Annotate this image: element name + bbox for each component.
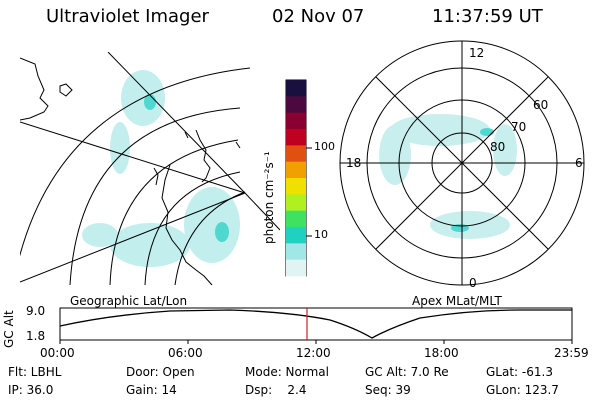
- colorbar-cell: [286, 178, 306, 195]
- colorbar-cell: [286, 129, 306, 146]
- colorbar: [285, 79, 312, 277]
- geo-aurora-bright: [144, 94, 229, 242]
- altitude-xtick-0: 00:00: [40, 346, 75, 360]
- date-label: 02 Nov 07: [272, 6, 365, 27]
- colorbar-cell: [286, 194, 306, 212]
- mlt-label-0: 0: [469, 276, 477, 290]
- colorbar-unit-label: photon cm⁻²s⁻¹: [262, 151, 276, 244]
- info-filter: Flt: LBHL: [8, 365, 62, 379]
- info-gain: Gain: 14: [126, 383, 177, 397]
- info-glon: GLon: 123.7: [486, 383, 559, 397]
- colorbar-cell: [286, 145, 306, 163]
- mlt-label-6: 6: [575, 156, 583, 170]
- info-dsp: Dsp: 2.4: [245, 383, 307, 397]
- geo-meridians: [20, 52, 280, 283]
- mlt-label-12: 12: [469, 46, 485, 60]
- colorbar-tick-10: 10: [314, 228, 328, 241]
- geo-coastlines: [20, 57, 241, 286]
- geo-map-caption: Geographic Lat/Lon: [70, 294, 188, 308]
- geo-map-content: [20, 52, 280, 286]
- time-label: 11:37:59 UT: [432, 6, 543, 27]
- altitude-xtick-3: 18:00: [424, 346, 459, 360]
- colorbar-cell: [286, 227, 306, 244]
- altitude-plot: [59, 307, 573, 344]
- colorbar-cell: [286, 96, 306, 114]
- altitude-xtick-1: 06:00: [168, 346, 203, 360]
- colorbar-cell: [286, 243, 306, 261]
- colorbar-cell: [286, 259, 306, 277]
- info-door: Door: Open: [126, 365, 195, 379]
- instrument-title: Ultraviolet Imager: [46, 6, 209, 27]
- altitude-curve: [59, 309, 572, 339]
- info-mode: Mode: Normal: [245, 365, 329, 379]
- colorbar-cell: [286, 210, 306, 228]
- polar-map-caption: Apex MLat/MLT: [412, 294, 502, 308]
- polar-diagonal-2: [375, 76, 549, 250]
- info-seq: Seq: 39: [365, 383, 411, 397]
- altitude-ymin: 1.8: [26, 329, 46, 343]
- altitude-xtick-2: 12:00: [296, 346, 331, 360]
- altitude-ymax: 9.0: [26, 304, 46, 318]
- altitude-ylabel: GC Alt: [2, 310, 16, 348]
- info-glat: GLat: -61.3: [486, 365, 553, 379]
- info-gc-alt: GC Alt: 7.0 Re: [365, 365, 449, 379]
- polar-plot: [339, 40, 585, 286]
- mlat-label-60: 60: [533, 98, 549, 112]
- colorbar-cell: [286, 112, 306, 130]
- mlt-label-18: 18: [346, 156, 362, 170]
- colorbar-tick-100: 100: [314, 140, 335, 153]
- colorbar-cell: [286, 80, 306, 97]
- mlat-label-80: 80: [490, 140, 506, 154]
- polar-aurora: [379, 114, 517, 239]
- altitude-xticks: [59, 340, 573, 344]
- altitude-xtick-4: 23:59: [554, 346, 589, 360]
- info-ip: IP: 36.0: [8, 383, 54, 397]
- colorbar-cell: [286, 161, 306, 179]
- mlat-label-70: 70: [511, 120, 527, 134]
